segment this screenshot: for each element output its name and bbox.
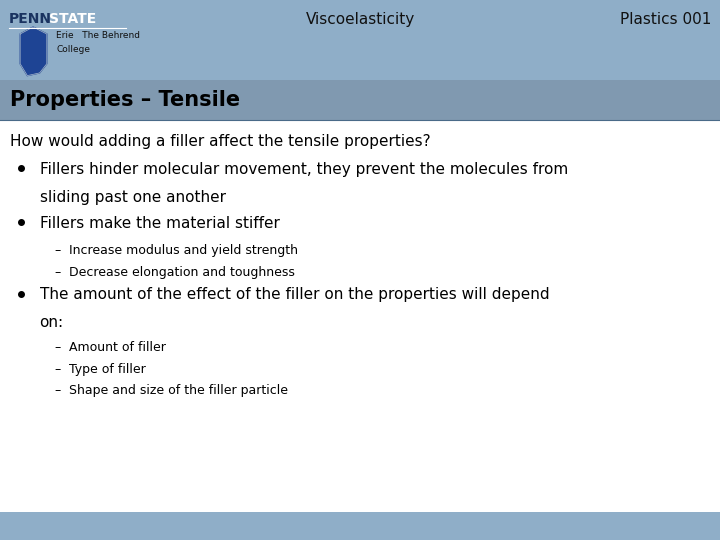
Text: –: –: [54, 384, 60, 397]
Text: on:: on:: [40, 315, 64, 330]
Text: –: –: [54, 363, 60, 376]
Text: Decrease elongation and toughness: Decrease elongation and toughness: [69, 266, 295, 279]
Text: Increase modulus and yield strength: Increase modulus and yield strength: [69, 244, 298, 257]
Text: Erie   The Behrend: Erie The Behrend: [56, 31, 140, 40]
Text: Plastics 001: Plastics 001: [620, 12, 711, 27]
Text: –: –: [54, 244, 60, 257]
Text: PENN: PENN: [9, 12, 52, 26]
Text: Viscoelasticity: Viscoelasticity: [305, 12, 415, 27]
Text: –: –: [54, 341, 60, 354]
Bar: [0, 80, 720, 512]
Bar: [0, 0, 720, 80]
Text: Fillers make the material stiffer: Fillers make the material stiffer: [40, 216, 279, 231]
Text: Type of filler: Type of filler: [69, 363, 146, 376]
Text: STATE: STATE: [49, 12, 96, 26]
Text: –: –: [54, 266, 60, 279]
Text: Shape and size of the filler particle: Shape and size of the filler particle: [69, 384, 288, 397]
Text: sliding past one another: sliding past one another: [40, 190, 225, 205]
Text: Fillers hinder molecular movement, they prevent the molecules from: Fillers hinder molecular movement, they …: [40, 162, 568, 177]
Bar: [0, 80, 720, 120]
Text: How would adding a filler affect the tensile properties?: How would adding a filler affect the ten…: [10, 134, 431, 149]
Text: College: College: [56, 45, 90, 54]
Text: The amount of the effect of the filler on the properties will depend: The amount of the effect of the filler o…: [40, 287, 549, 302]
Text: Properties – Tensile: Properties – Tensile: [10, 90, 240, 110]
Text: Amount of filler: Amount of filler: [69, 341, 166, 354]
Polygon shape: [20, 27, 47, 76]
Bar: [0, 512, 720, 540]
